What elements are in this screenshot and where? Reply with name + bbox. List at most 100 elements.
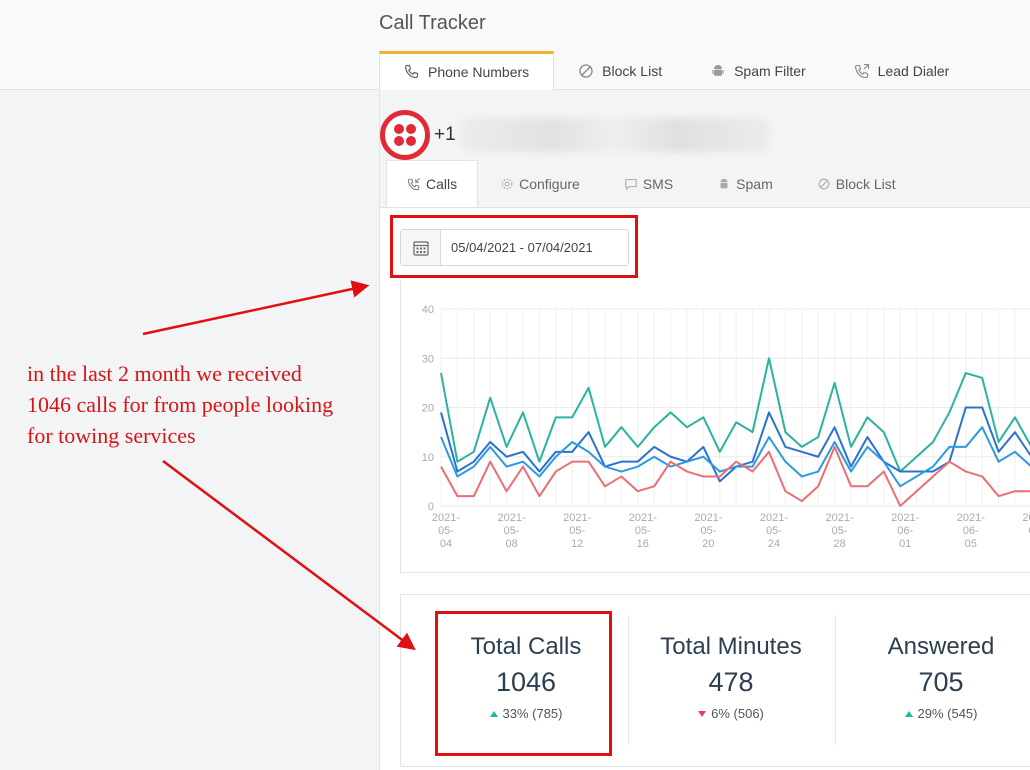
x-tick-label: 20 (702, 538, 714, 550)
phone-incoming-icon (407, 177, 421, 191)
stat-value: 705 (918, 667, 964, 697)
tab-spam[interactable]: Spam (695, 160, 795, 208)
phone-icon (404, 64, 419, 79)
x-tick-label: 05- (766, 525, 782, 537)
x-tick-label: 06- (1028, 525, 1030, 537)
tab-label: Phone Numbers (428, 64, 530, 80)
x-tick-label: 12 (571, 538, 583, 550)
stats-card: Total Calls 1046 33% (785) Total Minutes… (400, 594, 1030, 767)
tab-label: Configure (519, 176, 580, 192)
chat-icon (625, 179, 637, 191)
phone-number-header: +1 (380, 110, 770, 160)
x-tick-label: 28 (833, 538, 845, 550)
main-panel: +1 Calls Configure SMS Spam Block List (379, 90, 1030, 770)
top-tabs: Phone Numbers Block List Spam Filter Lea… (379, 51, 974, 91)
trend-down-icon (698, 710, 707, 717)
x-tick-label: 2021- (891, 512, 919, 524)
tab-spam-filter[interactable]: Spam Filter (686, 51, 830, 90)
tab-block-list-number[interactable]: Block List (795, 160, 918, 208)
x-tick-label: 06- (897, 525, 913, 537)
stat-delta-text: 33% (785) (502, 706, 563, 721)
x-tick-label: 24 (768, 538, 780, 550)
calendar-icon[interactable] (401, 230, 441, 265)
y-tick-label: 20 (422, 403, 434, 415)
series-line-0 (440, 357, 1030, 473)
x-tick-label: 08 (505, 538, 517, 550)
phone-number-prefix: +1 (434, 124, 456, 145)
twilio-logo (380, 110, 430, 160)
stat-total-calls: Total Calls 1046 33% (785) (441, 615, 611, 745)
annotation-line: 1046 calls for from people looking (27, 392, 334, 417)
android-icon (712, 64, 724, 76)
tab-block-list[interactable]: Block List (554, 51, 686, 90)
y-tick-label: 40 (422, 304, 434, 316)
annotation-note: in the last 2 month we received 1046 cal… (27, 358, 372, 451)
x-tick-label: 05- (832, 525, 848, 537)
x-tick-label: 04 (440, 538, 452, 550)
tab-configure[interactable]: Configure (478, 160, 602, 208)
x-tick-label: 05- (635, 525, 651, 537)
x-tick-label: 05- (504, 525, 520, 537)
x-tick-label: 2021- (498, 512, 526, 524)
tab-label: SMS (642, 176, 674, 192)
calls-content: 0102030402021-05-042021-05-082021-05-122… (380, 207, 1030, 770)
x-tick-label: 2021- (694, 512, 722, 524)
arrow-to-date-range (142, 280, 370, 336)
tab-calls[interactable]: Calls (386, 160, 479, 208)
annotation-box-total-calls (435, 611, 612, 756)
x-tick-label: 05- (700, 525, 716, 537)
annotation-line: for towing services (27, 423, 196, 448)
line-chart: 0102030402021-05-042021-05-082021-05-122… (422, 304, 1030, 550)
page-title: Call Tracker (379, 12, 486, 34)
date-range-picker[interactable] (400, 229, 629, 266)
annotation-box-date (390, 215, 638, 278)
calls-chart: 0 10 20 30 40 2021- 05- 04 2021- 05- 08 2021- 05- 12 2… (400, 281, 1030, 573)
trend-up-icon (489, 710, 498, 717)
stat-value: 478 (708, 667, 754, 697)
tab-label: Spam Filter (734, 62, 806, 79)
stat-delta-text: 6% (506) (711, 706, 764, 721)
y-tick-label: 10 (422, 452, 434, 464)
tab-label: Block List (835, 176, 896, 192)
android-icon (720, 178, 728, 189)
redacted-phone-number (459, 118, 770, 152)
annotation-line: in the last 2 month we received (27, 361, 302, 386)
top-bar: Call Tracker Phone Numbers Block List Sp… (0, 0, 1030, 91)
series-line-1 (440, 406, 1030, 483)
x-tick-label: 05 (965, 538, 977, 550)
tab-label: Lead Dialer (877, 62, 950, 79)
series-line-2 (440, 426, 1030, 488)
stat-delta: 6% (506) (641, 706, 821, 721)
y-tick-label: 30 (422, 353, 434, 365)
x-tick-label: 2021- (957, 512, 985, 524)
arrow-to-total-calls (162, 459, 416, 651)
stat-total-minutes: Total Minutes 478 6% (506) (641, 615, 821, 745)
x-tick-label: 2021- (563, 512, 591, 524)
divider (835, 615, 836, 745)
x-tick-label: 16 (637, 538, 649, 550)
trend-up-icon (904, 710, 913, 717)
block-icon (818, 178, 830, 190)
stat-answered: Answered 705 29% (545) (851, 615, 1030, 745)
y-tick-label: 0 (428, 501, 434, 513)
tab-label: Spam (736, 176, 773, 192)
date-range-input[interactable] (441, 230, 627, 265)
tab-phone-numbers[interactable]: Phone Numbers (379, 51, 555, 91)
x-tick-label: 2021- (432, 512, 460, 524)
x-tick-label: 2021- (1022, 512, 1030, 524)
stat-delta-text: 29% (545) (917, 706, 978, 721)
divider (628, 615, 629, 745)
stat-label: Answered (887, 633, 995, 660)
block-icon (579, 63, 593, 78)
number-sub-tabs: Calls Configure SMS Spam Block List (386, 160, 918, 208)
x-tick-label: 2021- (826, 512, 854, 524)
stat-value: 1046 (495, 667, 557, 697)
tab-lead-dialer[interactable]: Lead Dialer (830, 51, 974, 90)
x-tick-label: 2021- (629, 512, 657, 524)
x-tick-label: 05- (569, 525, 585, 537)
tab-label: Calls (426, 176, 458, 192)
x-tick-label: 2021- (760, 512, 788, 524)
stat-delta: 29% (545) (851, 706, 1030, 721)
x-tick-label: 01 (899, 538, 911, 550)
tab-sms[interactable]: SMS (602, 160, 695, 208)
